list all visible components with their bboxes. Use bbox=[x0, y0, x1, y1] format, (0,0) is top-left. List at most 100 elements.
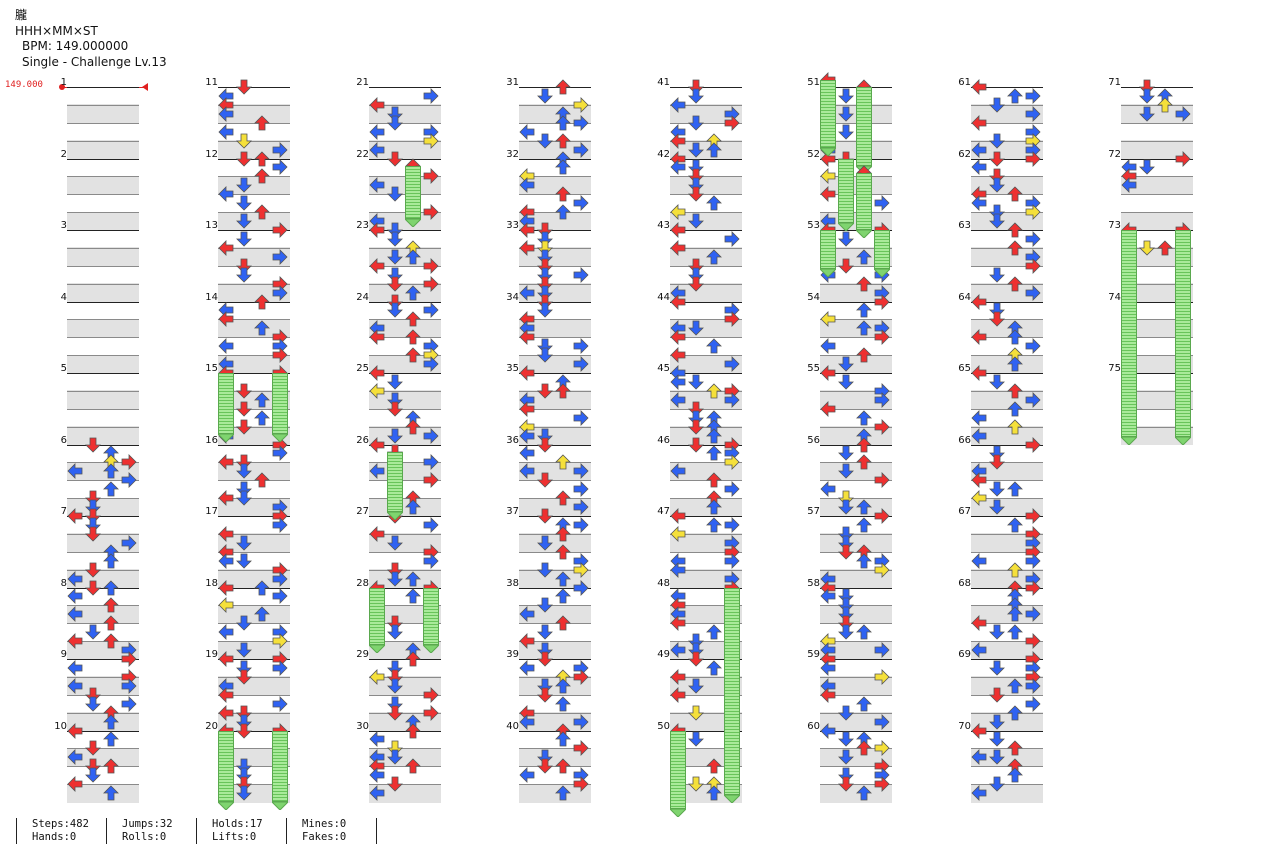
beat-band bbox=[670, 175, 742, 195]
measure-line bbox=[369, 730, 441, 732]
beat-line bbox=[67, 194, 139, 196]
up-arrow-icon bbox=[706, 445, 722, 461]
beat-band bbox=[218, 604, 290, 624]
down-arrow-icon bbox=[85, 767, 101, 783]
down-arrow-icon bbox=[387, 276, 403, 292]
down-arrow-icon bbox=[537, 276, 553, 292]
down-arrow-icon bbox=[236, 660, 252, 676]
left-arrow-icon bbox=[670, 391, 686, 408]
down-arrow-icon bbox=[387, 186, 403, 202]
left-arrow-icon bbox=[519, 177, 535, 194]
up-arrow-icon bbox=[254, 410, 270, 426]
beat-band bbox=[519, 390, 591, 409]
down-arrow-icon bbox=[688, 633, 704, 649]
beat-line bbox=[1121, 212, 1193, 214]
right-arrow-icon bbox=[573, 463, 589, 480]
hold-end-icon bbox=[423, 644, 439, 653]
measure-line bbox=[67, 158, 139, 160]
beat-line bbox=[971, 265, 1043, 267]
beat-line bbox=[971, 194, 1043, 196]
down-arrow-icon bbox=[838, 589, 854, 605]
up-arrow-icon bbox=[1007, 240, 1023, 256]
left-arrow-icon bbox=[971, 329, 987, 346]
beat-band bbox=[1121, 104, 1193, 123]
left-arrow-icon bbox=[218, 704, 234, 721]
down-arrow-icon bbox=[688, 276, 704, 292]
beat-band bbox=[519, 747, 591, 767]
beat-band bbox=[971, 569, 1043, 588]
right-arrow-icon bbox=[423, 704, 439, 721]
measure-line bbox=[369, 516, 441, 517]
beat-line bbox=[519, 265, 591, 267]
left-arrow-icon bbox=[519, 123, 535, 140]
beat-line bbox=[67, 104, 139, 106]
beat-band bbox=[971, 140, 1043, 159]
beat-band bbox=[369, 104, 441, 123]
beat-band bbox=[971, 533, 1043, 552]
hold-end-icon bbox=[272, 802, 288, 810]
up-arrow-icon bbox=[706, 517, 722, 533]
beat-line bbox=[369, 140, 441, 142]
right-arrow-icon bbox=[423, 132, 439, 149]
beat-line bbox=[67, 712, 139, 714]
beat-band bbox=[670, 569, 742, 588]
beat-line bbox=[820, 319, 892, 321]
left-arrow-icon bbox=[519, 365, 535, 381]
left-arrow-icon bbox=[218, 338, 234, 355]
beat-band bbox=[971, 676, 1043, 695]
beat-line bbox=[519, 784, 591, 786]
right-arrow-icon bbox=[874, 391, 890, 408]
beat-line bbox=[519, 676, 591, 678]
measure-line bbox=[820, 373, 892, 374]
beat-band bbox=[971, 390, 1043, 409]
left-arrow-icon bbox=[820, 686, 836, 703]
down-arrow-icon bbox=[838, 490, 854, 506]
beat-line bbox=[218, 462, 290, 464]
beat-band bbox=[369, 747, 441, 767]
measure-number: 40 bbox=[506, 720, 519, 732]
up-arrow-icon bbox=[706, 758, 722, 774]
right-arrow-icon bbox=[423, 356, 439, 373]
down-arrow-icon bbox=[236, 767, 252, 783]
right-arrow-icon bbox=[272, 633, 288, 650]
song-info: 朧 HHH×MM×ST BPM: 149.000000 Single - Cha… bbox=[15, 8, 167, 70]
beat-line bbox=[218, 694, 290, 696]
measure-number: 28 bbox=[356, 577, 369, 589]
down-arrow-icon bbox=[387, 392, 403, 408]
left-arrow-icon bbox=[67, 633, 83, 650]
down-arrow-icon bbox=[688, 258, 704, 274]
beat-line bbox=[670, 676, 742, 678]
beat-line bbox=[670, 623, 742, 625]
down-arrow-icon bbox=[387, 303, 403, 319]
down-arrow-icon bbox=[387, 776, 403, 792]
right-arrow-icon bbox=[1025, 606, 1041, 623]
down-arrow-icon bbox=[838, 258, 854, 274]
stats-separator bbox=[106, 818, 107, 844]
stats-separator bbox=[376, 818, 377, 844]
up-arrow-icon bbox=[254, 150, 270, 166]
beat-band bbox=[820, 461, 892, 481]
beat-line bbox=[971, 694, 1043, 696]
measure-number: 35 bbox=[506, 363, 519, 374]
hold-note bbox=[423, 587, 439, 645]
down-arrow-icon bbox=[537, 231, 553, 247]
left-arrow-icon bbox=[820, 365, 836, 381]
beat-line bbox=[369, 623, 441, 625]
beat-line bbox=[820, 462, 892, 464]
down-arrow-icon bbox=[1139, 79, 1155, 95]
left-arrow-icon bbox=[218, 454, 234, 471]
beat-band bbox=[820, 318, 892, 338]
measure-number: 11 bbox=[205, 77, 218, 88]
right-arrow-icon bbox=[573, 409, 589, 426]
left-arrow-icon bbox=[519, 463, 535, 480]
beat-band bbox=[67, 604, 139, 624]
beat-line bbox=[67, 623, 139, 625]
down-arrow-icon bbox=[688, 213, 704, 229]
up-arrow-icon bbox=[706, 660, 722, 676]
measure-number: 9 bbox=[60, 649, 67, 660]
measure-line bbox=[820, 301, 892, 303]
beat-line bbox=[218, 265, 290, 267]
down-arrow-icon bbox=[537, 651, 553, 667]
down-arrow-icon bbox=[989, 749, 1005, 765]
beat-line bbox=[67, 283, 139, 285]
